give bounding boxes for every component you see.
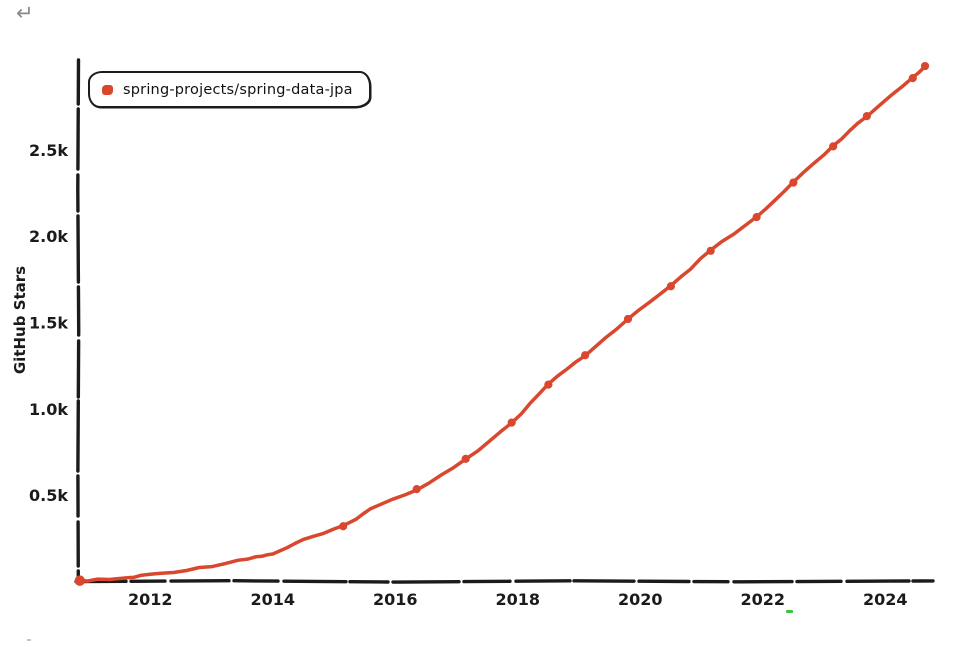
x-tick-label: 2014 — [250, 590, 295, 609]
stray-gray-speck — [27, 639, 31, 641]
y-axis-line — [76, 58, 81, 585]
data-point — [74, 575, 86, 586]
y-tick-label: 1.5k — [29, 313, 68, 332]
x-tick-label: 2022 — [740, 590, 785, 609]
data-point — [412, 485, 421, 494]
data-point — [581, 351, 590, 360]
data-point — [339, 522, 348, 531]
x-tick-label: 2020 — [618, 590, 663, 609]
data-point — [507, 418, 516, 427]
data-point — [920, 61, 930, 71]
series-marker-icon — [102, 84, 113, 95]
x-tick-label: 2018 — [495, 590, 540, 609]
x-tick-label: 2016 — [373, 590, 418, 609]
legend: spring-projects/spring-data-jpa — [88, 71, 371, 108]
data-point — [752, 213, 761, 222]
data-point — [829, 142, 838, 151]
x-tick-label: 2012 — [128, 590, 173, 609]
series-line — [78, 64, 927, 583]
stray-green-mark — [786, 610, 793, 613]
data-point — [706, 246, 715, 255]
data-point — [666, 282, 675, 291]
x-axis-line — [74, 578, 935, 584]
series-label: spring-projects/spring-data-jpa — [123, 81, 353, 98]
data-point — [862, 112, 871, 121]
y-tick-label: 2.0k — [29, 227, 68, 246]
data-point — [789, 178, 798, 187]
y-tick-label: 2.5k — [29, 141, 68, 160]
data-point — [544, 380, 553, 389]
y-tick-label: 1.0k — [29, 400, 68, 419]
y-tick-label: 0.5k — [29, 486, 68, 505]
y-axis-title: GitHub Stars — [11, 266, 29, 374]
return-arrow-icon: ↵ — [16, 1, 34, 25]
x-tick-label: 2024 — [863, 590, 908, 609]
data-point — [908, 74, 917, 83]
data-point — [623, 314, 633, 324]
data-point — [461, 454, 470, 463]
